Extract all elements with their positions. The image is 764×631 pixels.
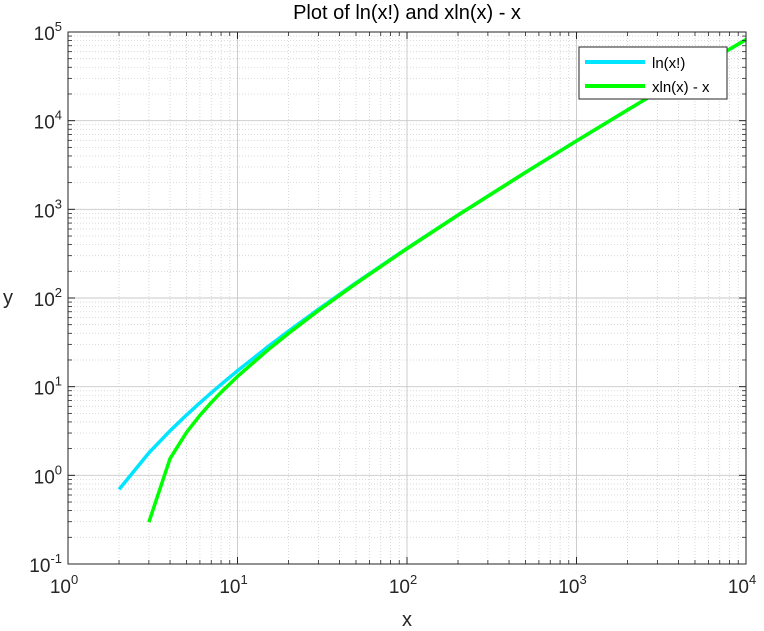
y-tick-base: 10: [29, 556, 50, 577]
y-tick-exponent: -1: [50, 551, 62, 566]
y-tick-base: 10: [34, 201, 55, 222]
x-tick-label: 103: [558, 572, 586, 598]
y-tick-base: 10: [34, 379, 55, 400]
y-tick-exponent: 1: [55, 374, 62, 389]
axis-ticks: [67, 31, 747, 565]
x-tick-base: 10: [50, 577, 71, 598]
series-layer: [117, 38, 747, 523]
y-tick-label: 101: [34, 374, 62, 400]
y-tick-label: 100: [34, 462, 62, 488]
y-tick-base: 10: [34, 467, 55, 488]
legend: ln(x!) xln(x) - x: [578, 46, 728, 100]
y-tick-label: 104: [34, 108, 62, 134]
y-tick-exponent: 4: [55, 108, 62, 123]
x-tick-exponent: 4: [749, 572, 756, 587]
chart-title: Plot of ln(x!) and xln(x) - x: [293, 2, 521, 24]
x-tick-base: 10: [389, 577, 410, 598]
y-tick-base: 10: [34, 290, 55, 311]
y-tick-base: 10: [34, 24, 55, 45]
series-line-1: [147, 38, 747, 523]
x-tick-exponent: 0: [71, 572, 78, 587]
x-tick-labels: 100 101 102 103 104: [50, 572, 756, 598]
y-tick-base: 10: [34, 113, 55, 134]
x-tick-base: 10: [728, 577, 749, 598]
y-axis-label: y: [3, 287, 13, 309]
y-tick-label: 105: [34, 19, 62, 45]
x-tick-base: 10: [219, 577, 240, 598]
x-tick-base: 10: [558, 577, 579, 598]
y-tick-label: 102: [34, 285, 62, 311]
legend-label-stirling: xln(x) - x: [652, 79, 710, 96]
y-tick-exponent: 2: [55, 285, 62, 300]
x-tick-label: 104: [728, 572, 756, 598]
x-tick-label: 100: [50, 572, 78, 598]
x-axis-label: x: [402, 609, 412, 631]
x-tick-label: 101: [219, 572, 247, 598]
x-tick-label: 102: [389, 572, 417, 598]
x-tick-exponent: 1: [240, 572, 247, 587]
x-tick-exponent: 3: [579, 572, 586, 587]
y-tick-exponent: 5: [55, 19, 62, 34]
x-tick-exponent: 2: [410, 572, 417, 587]
legend-label-ln-factorial: ln(x!): [652, 55, 685, 72]
y-tick-label: 103: [34, 196, 62, 222]
y-tick-exponent: 0: [55, 462, 62, 477]
y-tick-exponent: 3: [55, 196, 62, 211]
y-tick-label: 10-1: [29, 551, 62, 577]
legend-box: [578, 46, 728, 100]
